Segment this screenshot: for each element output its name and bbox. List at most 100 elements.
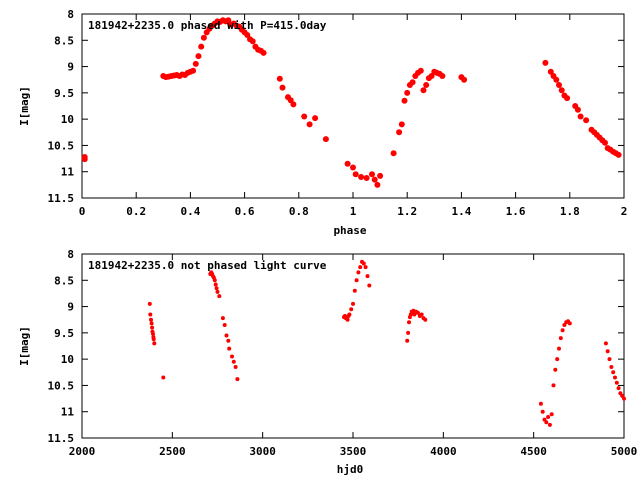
unphased-x-tick-label: 2500 (159, 445, 186, 458)
phased-data-point (556, 82, 562, 88)
unphased-data-point (161, 375, 166, 380)
unphased-data-point (406, 330, 411, 335)
unphased-y-tick-label: 10.5 (48, 379, 75, 392)
phased-data-point (279, 84, 286, 91)
unphased-data-point (351, 301, 355, 306)
phased-data-point (439, 73, 446, 79)
phased-data-point (358, 174, 365, 180)
phased-data-point (461, 76, 468, 83)
phased-data-point (200, 34, 207, 41)
phased-data-point (396, 129, 403, 136)
unphased-y-tick-label: 10 (61, 353, 74, 366)
unphased-data-point (349, 307, 354, 312)
unphased-data-point (416, 310, 420, 315)
phased-data-point (409, 79, 416, 86)
phased-x-tick-label: 0 (79, 205, 86, 218)
phased-x-tick-label: 1.8 (560, 205, 580, 218)
unphased-data-point (622, 396, 626, 401)
phased-y-tick-label: 10.5 (48, 139, 75, 152)
phased-y-tick-label: 8 (67, 8, 74, 21)
unphased-data-point (553, 367, 558, 372)
phased-data-point (564, 95, 571, 102)
unphased-data-point (611, 370, 616, 375)
unphased-data-point (551, 383, 556, 388)
unphased-y-axis-label: I[mag] (18, 326, 31, 366)
unphased-axis-ticks: 2000 2500 3000 3500 4000 4500 5000 8 8.5 9 9.5 10 10… (48, 248, 638, 458)
unphased-data-point (557, 346, 561, 351)
phased-data-point (374, 181, 381, 188)
phased-chart-title: 181942+2235.0 phased with P=415.0day (88, 19, 327, 32)
unphased-y-tick-label: 8.5 (54, 274, 74, 287)
phased-data-point (276, 75, 283, 82)
phased-data-point (398, 121, 405, 128)
phased-x-tick-label: 0.6 (235, 205, 255, 218)
unphased-data-point (616, 386, 621, 391)
unphased-data-point (222, 323, 227, 327)
phased-data-point (190, 67, 197, 74)
phased-data-point (577, 113, 584, 120)
phased-y-axis-label: I[mag] (18, 86, 31, 126)
unphased-data-point (345, 317, 350, 322)
phased-data-point (352, 171, 359, 178)
phased-data-point (390, 150, 397, 157)
phased-data-point (420, 87, 427, 94)
unphased-y-tick-label: 9.5 (54, 327, 74, 340)
phased-data-point (615, 151, 622, 158)
unphased-data-point (231, 359, 236, 364)
phased-data-point (401, 97, 408, 104)
unphased-data-point (423, 317, 428, 322)
unphased-data-point (213, 282, 218, 287)
phased-x-tick-label: 0.2 (126, 205, 146, 218)
phased-y-tick-label: 11.5 (48, 192, 75, 205)
phased-data-point (290, 101, 297, 108)
unphased-data-point (220, 316, 225, 321)
unphased-y-tick-label: 8 (67, 248, 74, 261)
unphased-y-tick-label: 11 (61, 406, 75, 419)
phased-x-tick-label: 1 (350, 205, 357, 218)
unphased-data-point (607, 357, 612, 362)
phased-data-points (81, 17, 622, 188)
phased-data-point (344, 160, 351, 167)
unphased-x-tick-label: 3500 (340, 445, 367, 458)
phased-data-point (195, 53, 202, 60)
phased-data-point (81, 156, 88, 163)
phased-data-point (423, 82, 430, 88)
phased-data-point (260, 49, 267, 56)
unphased-data-point (558, 336, 563, 341)
phased-x-tick-label: 2 (621, 205, 628, 218)
phased-data-point (542, 59, 549, 66)
phased-data-point (574, 106, 581, 113)
unphased-data-point (149, 317, 153, 322)
unphased-x-tick-label: 4000 (430, 445, 457, 458)
unphased-data-point (358, 265, 363, 270)
phased-y-tick-label: 8.5 (54, 34, 74, 47)
unphased-x-tick-label: 3000 (249, 445, 276, 458)
unphased-data-point (224, 333, 229, 338)
phased-data-point (198, 43, 205, 50)
unphased-data-point (609, 365, 614, 369)
phased-data-point (369, 171, 375, 178)
unphased-data-point (605, 349, 610, 354)
unphased-data-point (613, 375, 617, 380)
phased-data-point (558, 87, 565, 94)
unphased-data-point (354, 278, 359, 283)
phased-x-axis-label: phase (333, 224, 366, 237)
unphased-data-point (352, 288, 357, 293)
unphased-data-point (233, 365, 238, 369)
phased-data-point (306, 121, 313, 128)
phased-y-tick-label: 11 (61, 166, 75, 179)
unphased-data-point (361, 261, 366, 266)
phased-data-point (249, 38, 256, 45)
unphased-data-point (544, 420, 549, 425)
phased-data-point (377, 172, 384, 179)
unphased-data-point (560, 328, 565, 333)
phased-data-point (322, 136, 329, 143)
phased-panel: 0 0.2 0.4 0.6 0.8 1 1.2 1.4 1.6 1.8 2 8 8.5 9 9.5 10 10.… (18, 8, 627, 237)
phased-data-point (602, 139, 608, 146)
unphased-data-point (356, 270, 361, 275)
unphased-data-point (230, 354, 234, 359)
phased-data-point (192, 60, 199, 67)
unphased-data-point (152, 341, 157, 346)
unphased-x-axis-label: hjd0 (337, 463, 364, 476)
